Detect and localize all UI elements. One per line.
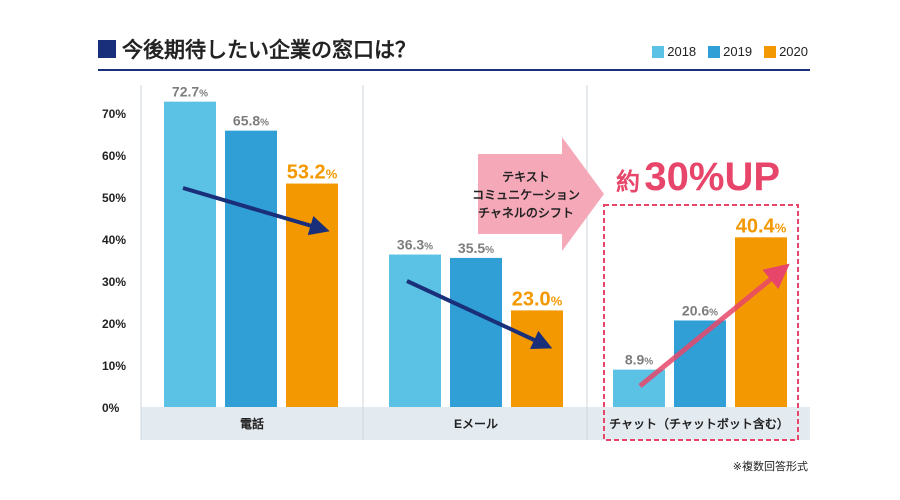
data-label: 23.0%	[512, 288, 563, 310]
data-label: 65.8%	[233, 113, 269, 129]
shift-callout-line: テキスト	[502, 170, 550, 184]
data-label: 35.5%	[458, 240, 494, 256]
legend-label-2018: 2018	[667, 44, 697, 59]
chart-title: 今後期待したい企業の窓口は？	[98, 34, 416, 64]
up-callout: 約 30%UP	[616, 155, 780, 199]
bar	[450, 257, 502, 407]
increase-arrow-chat	[638, 263, 790, 388]
category-label-band	[141, 407, 810, 440]
legend-item-2020: 2020	[764, 44, 808, 59]
title-square-icon	[98, 40, 116, 58]
legend-label-2019: 2019	[723, 44, 753, 59]
y-tick-label: 30%	[102, 275, 126, 289]
bar	[674, 320, 726, 407]
legend-item-2019: 2019	[708, 44, 752, 59]
y-tick-label: 50%	[102, 191, 126, 205]
data-label: 36.3%	[397, 237, 433, 253]
title-underline	[98, 69, 810, 71]
y-tick-label: 10%	[102, 359, 126, 373]
value-labels: 72.7% 65.8% 53.2% 36.3% 35.5% 23.0% 8.9% 20.6% 4…	[172, 84, 787, 368]
bar	[164, 101, 216, 407]
bars	[164, 101, 787, 407]
y-tick-label: 20%	[102, 317, 126, 331]
bar	[613, 369, 665, 407]
shift-callout-line: チャネルのシフト	[478, 206, 574, 220]
data-label: 40.4%	[736, 215, 787, 237]
survey-note: ※複数回答形式	[732, 460, 808, 473]
shift-callout-line: コミュニケーション	[472, 188, 580, 202]
up-callout-value: 30%UP	[644, 155, 780, 199]
decline-arrow-email	[406, 279, 553, 350]
category-label: チャット（チャットボット含む）	[609, 416, 789, 431]
category-label: Eメール	[454, 417, 498, 431]
data-label: 72.7%	[172, 84, 208, 100]
data-label: 53.2%	[287, 162, 338, 184]
bar	[286, 183, 338, 407]
chart-title-text: 今後期待したい企業の窓口は？	[122, 38, 416, 62]
data-label: 8.9%	[625, 352, 653, 368]
legend-item-2018: 2018	[652, 44, 696, 59]
shift-arrow-shape	[478, 137, 604, 251]
y-tick-label: 40%	[102, 233, 126, 247]
category-label: 電話	[240, 416, 264, 431]
legend-label-2020: 2020	[779, 44, 808, 59]
bar	[225, 130, 277, 407]
y-tick-label: 60%	[102, 149, 126, 163]
y-tick-label: 0%	[102, 401, 120, 415]
bar	[511, 310, 563, 407]
legend-swatch-2018	[652, 45, 665, 58]
data-label: 20.6%	[682, 302, 718, 318]
y-axis-ticks: 0% 10% 20% 30% 40% 50% 60% 70%	[102, 107, 126, 415]
legend: 2018 2019 2020	[652, 44, 808, 59]
chat-highlight-box	[603, 204, 799, 441]
bar	[389, 254, 441, 407]
bar	[735, 237, 787, 407]
legend-swatch-2019	[708, 45, 721, 58]
decline-arrow-phone	[182, 186, 330, 236]
up-callout-prefix: 約	[616, 168, 640, 196]
legend-swatch-2020	[764, 45, 777, 58]
y-tick-label: 70%	[102, 107, 126, 121]
category-labels: 電話 Eメール チャット（チャットボット含む）	[240, 416, 789, 431]
